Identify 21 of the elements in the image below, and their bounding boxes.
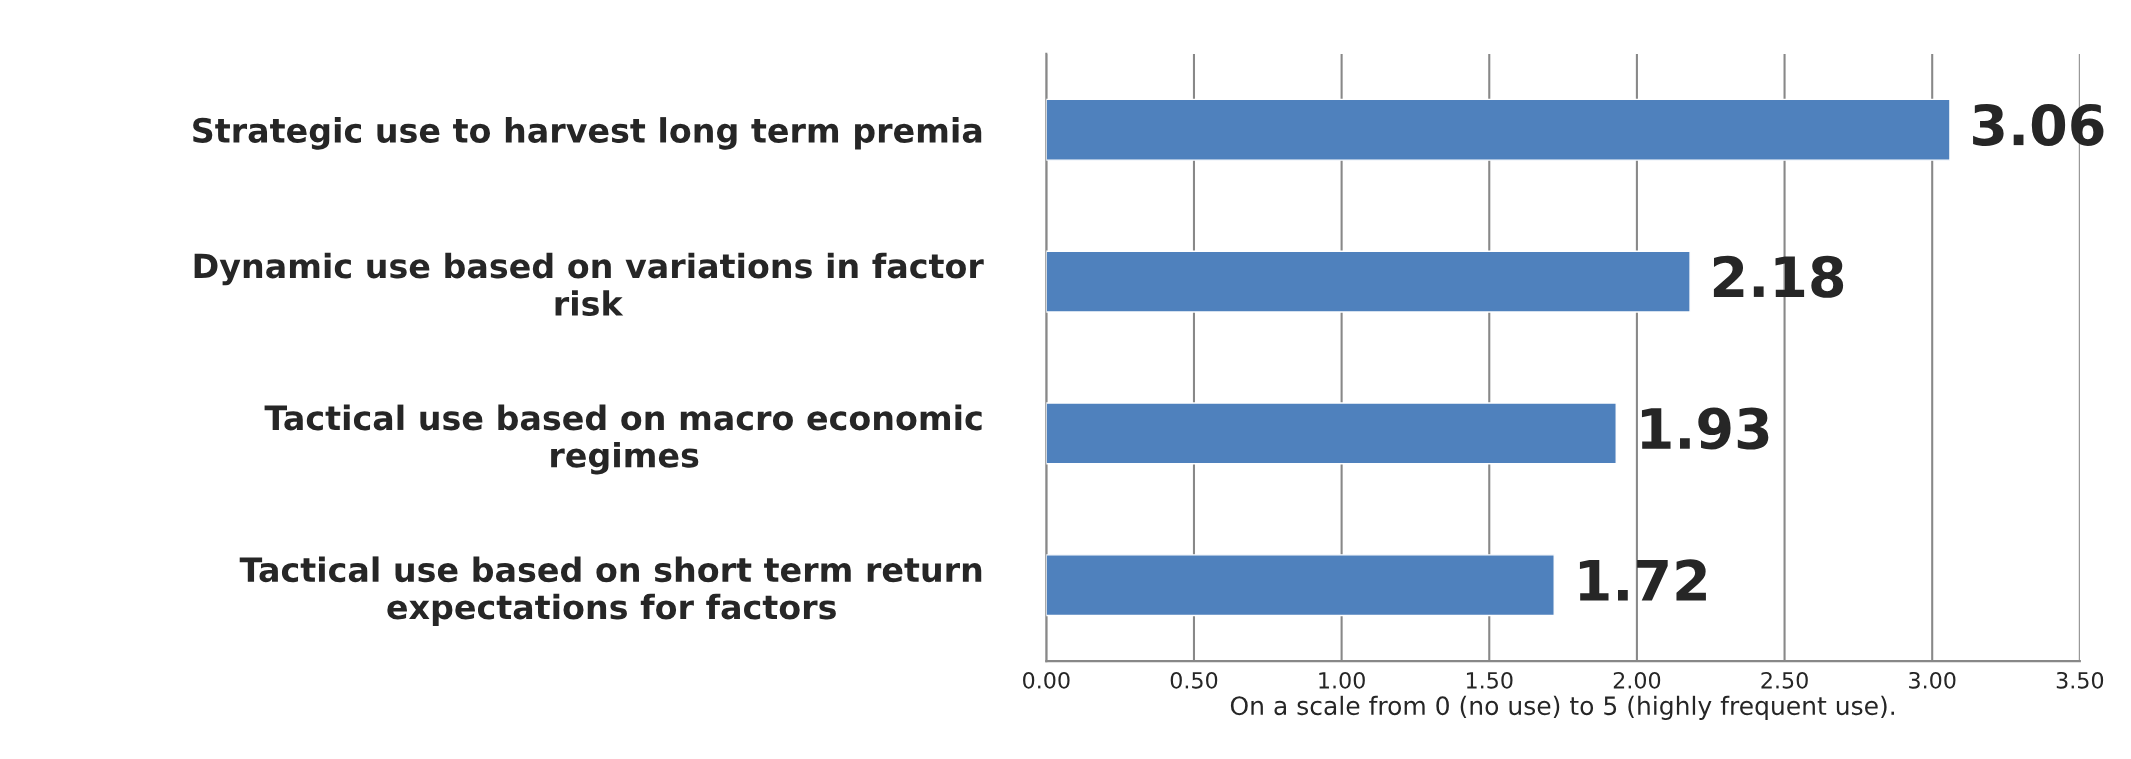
x-tick-label: 2.50 bbox=[1761, 671, 1808, 689]
x-tick-label: 3.50 bbox=[2056, 671, 2104, 689]
bar bbox=[1046, 554, 1555, 617]
data-label: 1.93 bbox=[1641, 407, 1769, 450]
x-tick-label: 0.00 bbox=[1023, 671, 1070, 689]
data-label: 1.72 bbox=[1579, 559, 1706, 601]
y-tick-label: Tactical use based on short term return expectations for factors bbox=[239, 556, 982, 626]
x-tick-label: 3.00 bbox=[1909, 671, 1956, 689]
bar bbox=[1046, 250, 1691, 313]
y-tick-label: Strategic use to harvest long term premia bbox=[193, 117, 982, 150]
y-tick-label: Dynamic use based on variations in factor risk bbox=[194, 252, 984, 317]
data-label: 3.06 bbox=[1973, 103, 2104, 146]
bar bbox=[1046, 98, 1951, 161]
x-tick-label: 2.00 bbox=[1613, 671, 1661, 689]
x-axis-title: On a scale from 0 (no use) to 5 (highly frequent use). bbox=[1230, 695, 1895, 720]
data-label: 2.18 bbox=[1713, 255, 1844, 298]
x-tick-label: 1.00 bbox=[1319, 671, 1365, 689]
x-tick-label: 0.50 bbox=[1170, 671, 1218, 689]
y-tick-label: Tactical use based on macro economic regimes bbox=[264, 404, 982, 475]
bar bbox=[1046, 402, 1617, 465]
x-tick-label: 1.50 bbox=[1466, 671, 1513, 689]
